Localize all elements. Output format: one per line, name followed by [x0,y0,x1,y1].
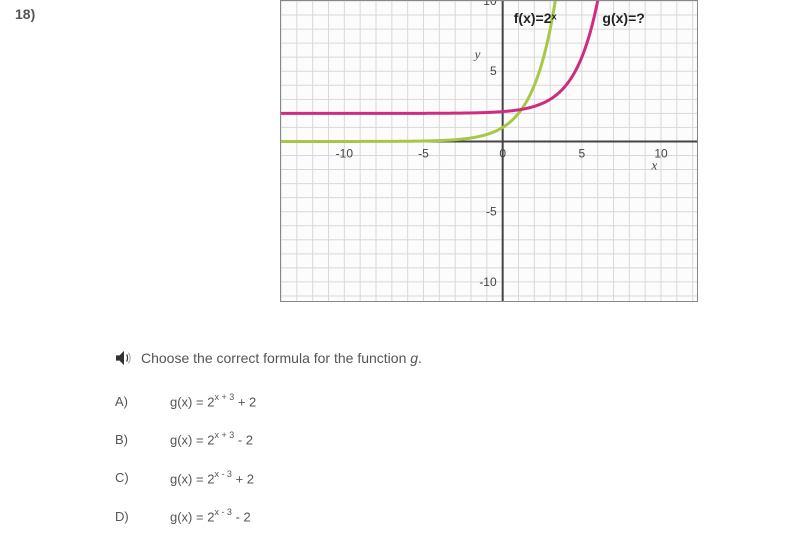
graph-svg: -10-50510-10-5510xyf(x)=2ˣg(x)=? [281,1,698,302]
svg-text:10: 10 [483,1,497,8]
svg-text:0: 0 [499,146,506,160]
prompt-prefix: Choose the correct formula for the funct… [141,350,410,366]
svg-text:g(x)=?: g(x)=? [602,10,644,26]
prompt-variable: g [410,350,418,366]
choice-row[interactable]: C)g(x) = 2x - 3 + 2 [115,470,256,486]
svg-text:f(x)=2ˣ: f(x)=2ˣ [514,10,558,26]
choice-letter: C) [115,470,170,485]
choice-letter: A) [115,394,170,409]
answer-choices: A)g(x) = 2x + 3 + 2 B)g(x) = 2x + 3 - 2 C)… [115,393,256,546]
svg-text:y: y [473,47,481,62]
choice-letter: D) [115,509,170,524]
choice-row[interactable]: B)g(x) = 2x + 3 - 2 [115,431,256,447]
question-number: 18) [15,6,35,22]
svg-text:-10: -10 [336,146,354,160]
svg-text:-5: -5 [486,205,497,219]
question-prompt: Choose the correct formula for the funct… [141,350,422,366]
svg-text:5: 5 [490,64,497,78]
svg-text:5: 5 [578,146,585,160]
choice-formula: g(x) = 2x + 3 - 2 [170,431,253,447]
choice-formula: g(x) = 2x + 3 + 2 [170,393,256,409]
svg-text:-5: -5 [418,146,429,160]
choice-row[interactable]: D)g(x) = 2x - 3 - 2 [115,508,256,524]
graph-panel: -10-50510-10-5510xyf(x)=2ˣg(x)=? [280,0,698,302]
choice-formula: g(x) = 2x - 3 - 2 [170,508,251,524]
svg-text:-10: -10 [479,275,497,289]
audio-icon[interactable] [115,350,133,366]
choice-letter: B) [115,432,170,447]
svg-text:x: x [651,157,658,172]
question-prompt-row: Choose the correct formula for the funct… [115,350,422,366]
choice-formula: g(x) = 2x - 3 + 2 [170,470,254,486]
prompt-suffix: . [418,350,422,366]
choice-row[interactable]: A)g(x) = 2x + 3 + 2 [115,393,256,409]
